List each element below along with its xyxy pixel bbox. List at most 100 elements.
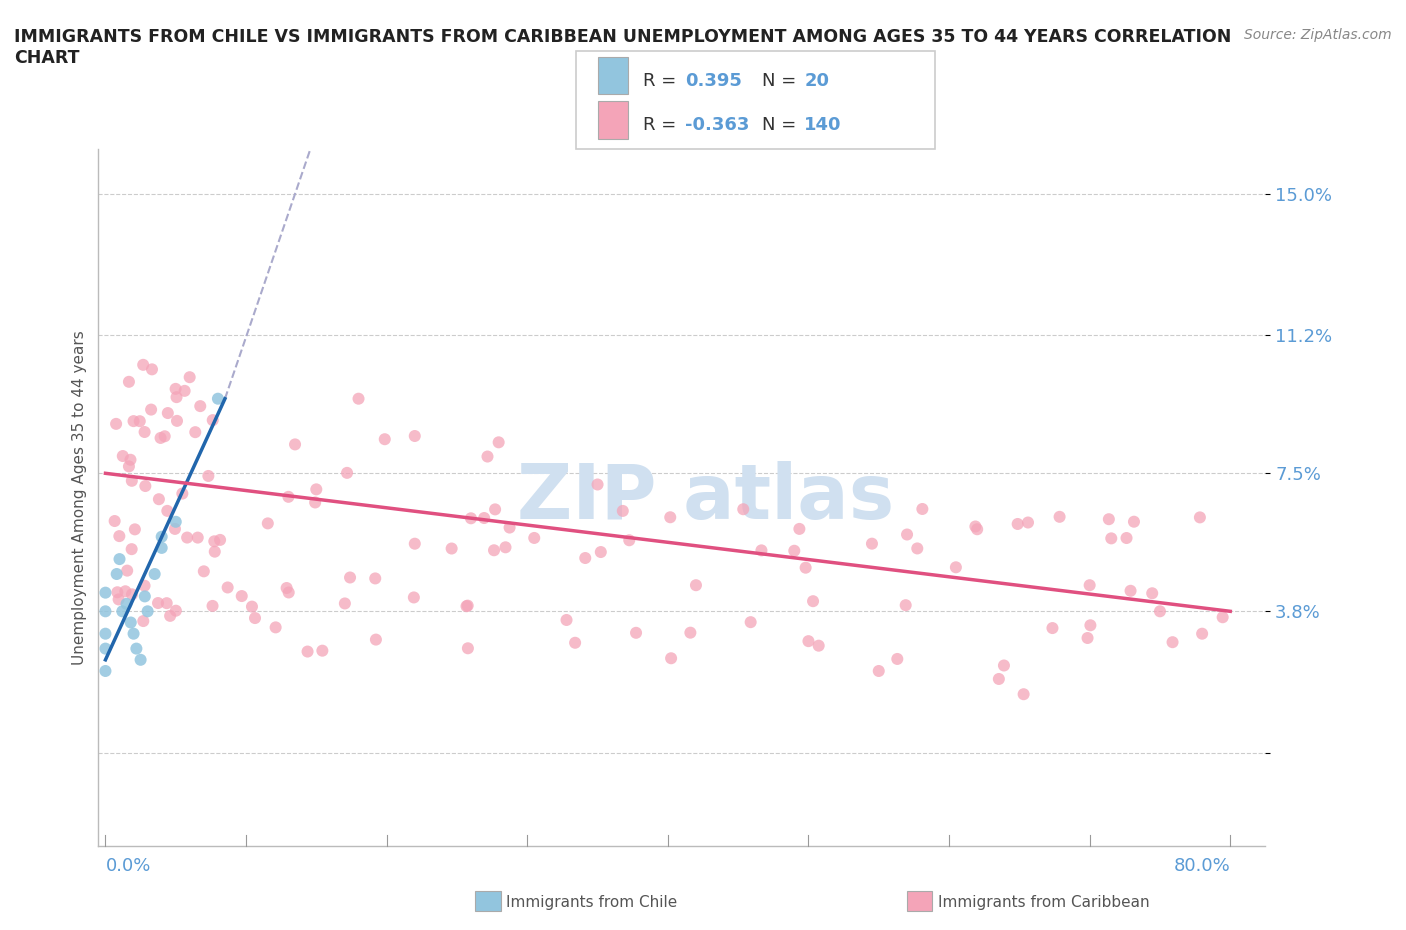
Point: [619, 533, 641, 548]
Point: [440, 541, 463, 556]
Point: [374, 432, 396, 446]
Text: Immigrants from Caribbean: Immigrants from Caribbean: [938, 895, 1150, 910]
Point: [460, 511, 482, 525]
Point: [176, 530, 198, 545]
Text: N =: N =: [762, 115, 796, 134]
Text: 0.0%: 0.0%: [105, 857, 150, 875]
Point: [797, 633, 820, 648]
Text: R =: R =: [643, 115, 676, 134]
Point: [134, 425, 156, 440]
Point: [94, 585, 117, 600]
Point: [589, 545, 612, 560]
Point: [114, 584, 136, 599]
Point: [115, 564, 138, 578]
Point: [807, 638, 830, 653]
Point: [118, 375, 141, 390]
Point: [111, 604, 134, 618]
Point: [121, 587, 143, 602]
Point: [122, 626, 145, 641]
Point: [179, 370, 201, 385]
Point: [166, 390, 188, 405]
Text: Immigrants from Chile: Immigrants from Chile: [506, 895, 678, 910]
Point: [659, 651, 682, 666]
Point: [1042, 620, 1064, 635]
Point: [284, 437, 307, 452]
Point: [457, 598, 479, 613]
Point: [276, 580, 298, 595]
Point: [156, 405, 179, 420]
Point: [118, 458, 141, 473]
Point: [297, 644, 319, 659]
Point: [404, 429, 426, 444]
Point: [134, 589, 156, 604]
Point: [1099, 531, 1122, 546]
Point: [108, 551, 131, 566]
Point: [277, 585, 299, 600]
Point: [166, 414, 188, 429]
Point: [1007, 516, 1029, 531]
Point: [456, 599, 478, 614]
Point: [896, 527, 918, 542]
Point: [136, 604, 159, 618]
Point: [488, 435, 510, 450]
Point: [121, 473, 143, 488]
Text: 140: 140: [804, 115, 842, 134]
Point: [364, 571, 387, 586]
Point: [477, 449, 499, 464]
Point: [905, 541, 928, 556]
Point: [240, 599, 263, 614]
Point: [156, 596, 179, 611]
Point: [134, 578, 156, 593]
Point: [1123, 514, 1146, 529]
Point: [1140, 586, 1163, 601]
Point: [120, 452, 142, 467]
Point: [484, 502, 506, 517]
Point: [612, 503, 634, 518]
Point: [94, 641, 117, 656]
Point: [104, 513, 127, 528]
Point: [105, 417, 128, 432]
Point: [204, 544, 226, 559]
Text: Source: ZipAtlas.com: Source: ZipAtlas.com: [1244, 28, 1392, 42]
Point: [105, 566, 128, 581]
Point: [148, 492, 170, 507]
Point: [624, 625, 647, 640]
Point: [197, 469, 219, 484]
Point: [311, 644, 333, 658]
Point: [945, 560, 967, 575]
Text: IMMIGRANTS FROM CHILE VS IMMIGRANTS FROM CARIBBEAN UNEMPLOYMENT AMONG AGES 35 TO: IMMIGRANTS FROM CHILE VS IMMIGRANTS FROM…: [14, 28, 1232, 67]
Point: [201, 413, 224, 428]
Point: [165, 604, 187, 618]
Point: [564, 635, 586, 650]
Point: [105, 585, 128, 600]
Point: [987, 671, 1010, 686]
Point: [173, 383, 195, 398]
Point: [150, 529, 173, 544]
Point: [347, 392, 370, 406]
Point: [125, 641, 148, 656]
Point: [1098, 512, 1121, 526]
Point: [149, 431, 172, 445]
Point: [122, 414, 145, 429]
Point: [886, 652, 908, 667]
Point: [457, 641, 479, 656]
Point: [794, 560, 817, 575]
Point: [153, 429, 176, 444]
Point: [1188, 510, 1211, 525]
Text: ZIP atlas: ZIP atlas: [516, 460, 894, 535]
Point: [129, 652, 152, 667]
Point: [740, 615, 762, 630]
Point: [1017, 515, 1039, 530]
Text: 20: 20: [804, 72, 830, 89]
Point: [685, 578, 707, 592]
Point: [894, 598, 917, 613]
Point: [115, 596, 138, 611]
Point: [364, 632, 387, 647]
Point: [121, 541, 143, 556]
Point: [965, 519, 987, 534]
Point: [1119, 583, 1142, 598]
Text: R =: R =: [643, 72, 676, 89]
Text: N =: N =: [762, 72, 796, 89]
Y-axis label: Unemployment Among Ages 35 to 44 years: Unemployment Among Ages 35 to 44 years: [72, 330, 87, 665]
Point: [993, 658, 1015, 673]
